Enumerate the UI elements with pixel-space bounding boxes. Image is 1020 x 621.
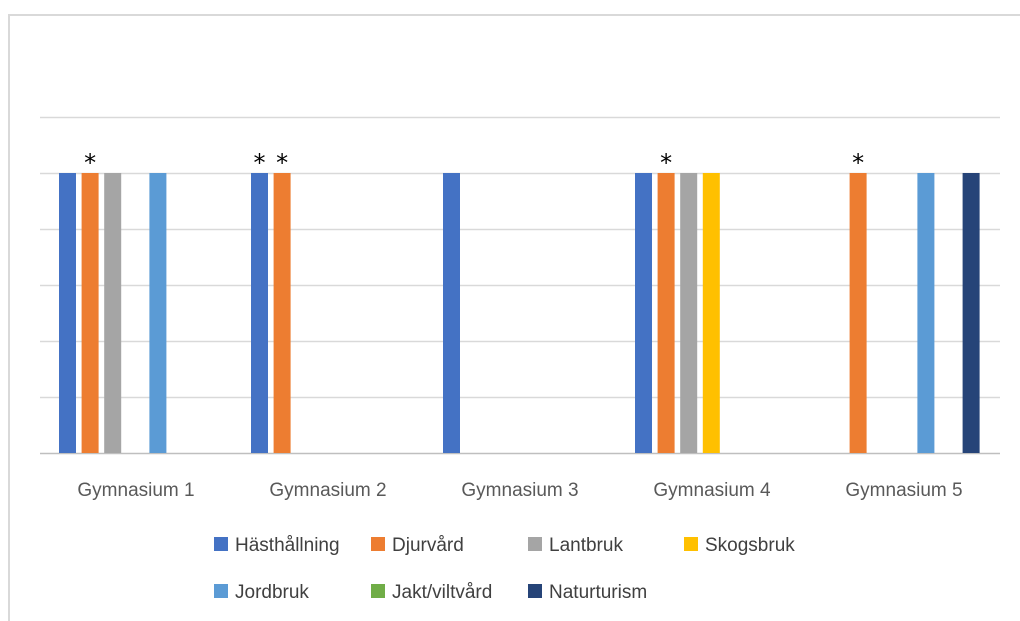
bar-h-sth-llning-2 — [251, 173, 268, 453]
annotation-star: * — [254, 149, 266, 177]
annotation-star: * — [852, 149, 864, 177]
bar-h-sth-llning-1 — [59, 173, 76, 453]
x-axis-tick-labels: Gymnasium 1 Gymnasium 2 Gymnasium 3 Gymnasi… — [77, 480, 962, 501]
legend-label: Jakt/viltvård — [392, 582, 492, 603]
legend-item: Jakt/viltvård — [371, 582, 492, 603]
bar-naturturism-5 — [962, 173, 980, 453]
legend-swatch — [214, 584, 228, 598]
legend-label: Hästhållning — [235, 535, 340, 556]
bar-jordbruk-5 — [917, 173, 935, 453]
bar-h-sth-llning-3 — [443, 173, 460, 453]
annotation-star: * — [276, 149, 288, 177]
legend-item: Naturturism — [528, 582, 647, 603]
bar-h-sth-llning-4 — [635, 173, 652, 453]
gridlines — [40, 116, 1000, 455]
bar-djurv-rd-1 — [81, 173, 99, 453]
bar-lantbruk-1 — [104, 173, 122, 453]
legend-item: Skogsbruk — [684, 535, 795, 556]
legend-swatch — [371, 584, 385, 598]
bar-jordbruk-1 — [149, 173, 167, 453]
legend-label: Lantbruk — [549, 535, 623, 556]
annotation-star: * — [84, 149, 96, 177]
legend-swatch — [684, 537, 698, 551]
x-tick-label: Gymnasium 4 — [653, 480, 771, 501]
bar-lantbruk-4 — [680, 173, 698, 453]
legend-label: Naturturism — [549, 582, 647, 603]
bar-skogsbruk-4 — [702, 173, 720, 453]
bars — [59, 173, 980, 453]
legend: Hästhållning Djurvård Lantbruk Skogsbruk Jor… — [214, 535, 795, 603]
legend-label: Skogsbruk — [705, 535, 795, 556]
bar-djurv-rd-2 — [273, 173, 291, 453]
legend-swatch — [371, 537, 385, 551]
legend-swatch — [528, 537, 542, 551]
annotation-star: * — [660, 149, 672, 177]
legend-item: Djurvård — [371, 535, 464, 556]
legend-item: Lantbruk — [528, 535, 623, 556]
legend-label: Djurvård — [392, 535, 464, 556]
bar-djurv-rd-4 — [657, 173, 675, 453]
legend-swatch — [214, 537, 228, 551]
legend-item: Hästhållning — [214, 535, 340, 556]
x-tick-label: Gymnasium 5 — [845, 480, 962, 501]
x-tick-label: Gymnasium 3 — [461, 480, 578, 501]
x-tick-label: Gymnasium 2 — [269, 480, 386, 501]
legend-swatch — [528, 584, 542, 598]
x-tick-label: Gymnasium 1 — [77, 480, 194, 501]
bar-djurv-rd-5 — [849, 173, 867, 453]
chart-frame — [8, 14, 1020, 621]
legend-label: Jordbruk — [235, 582, 309, 603]
legend-item: Jordbruk — [214, 582, 309, 603]
annotations: * * * * * — [84, 149, 864, 177]
